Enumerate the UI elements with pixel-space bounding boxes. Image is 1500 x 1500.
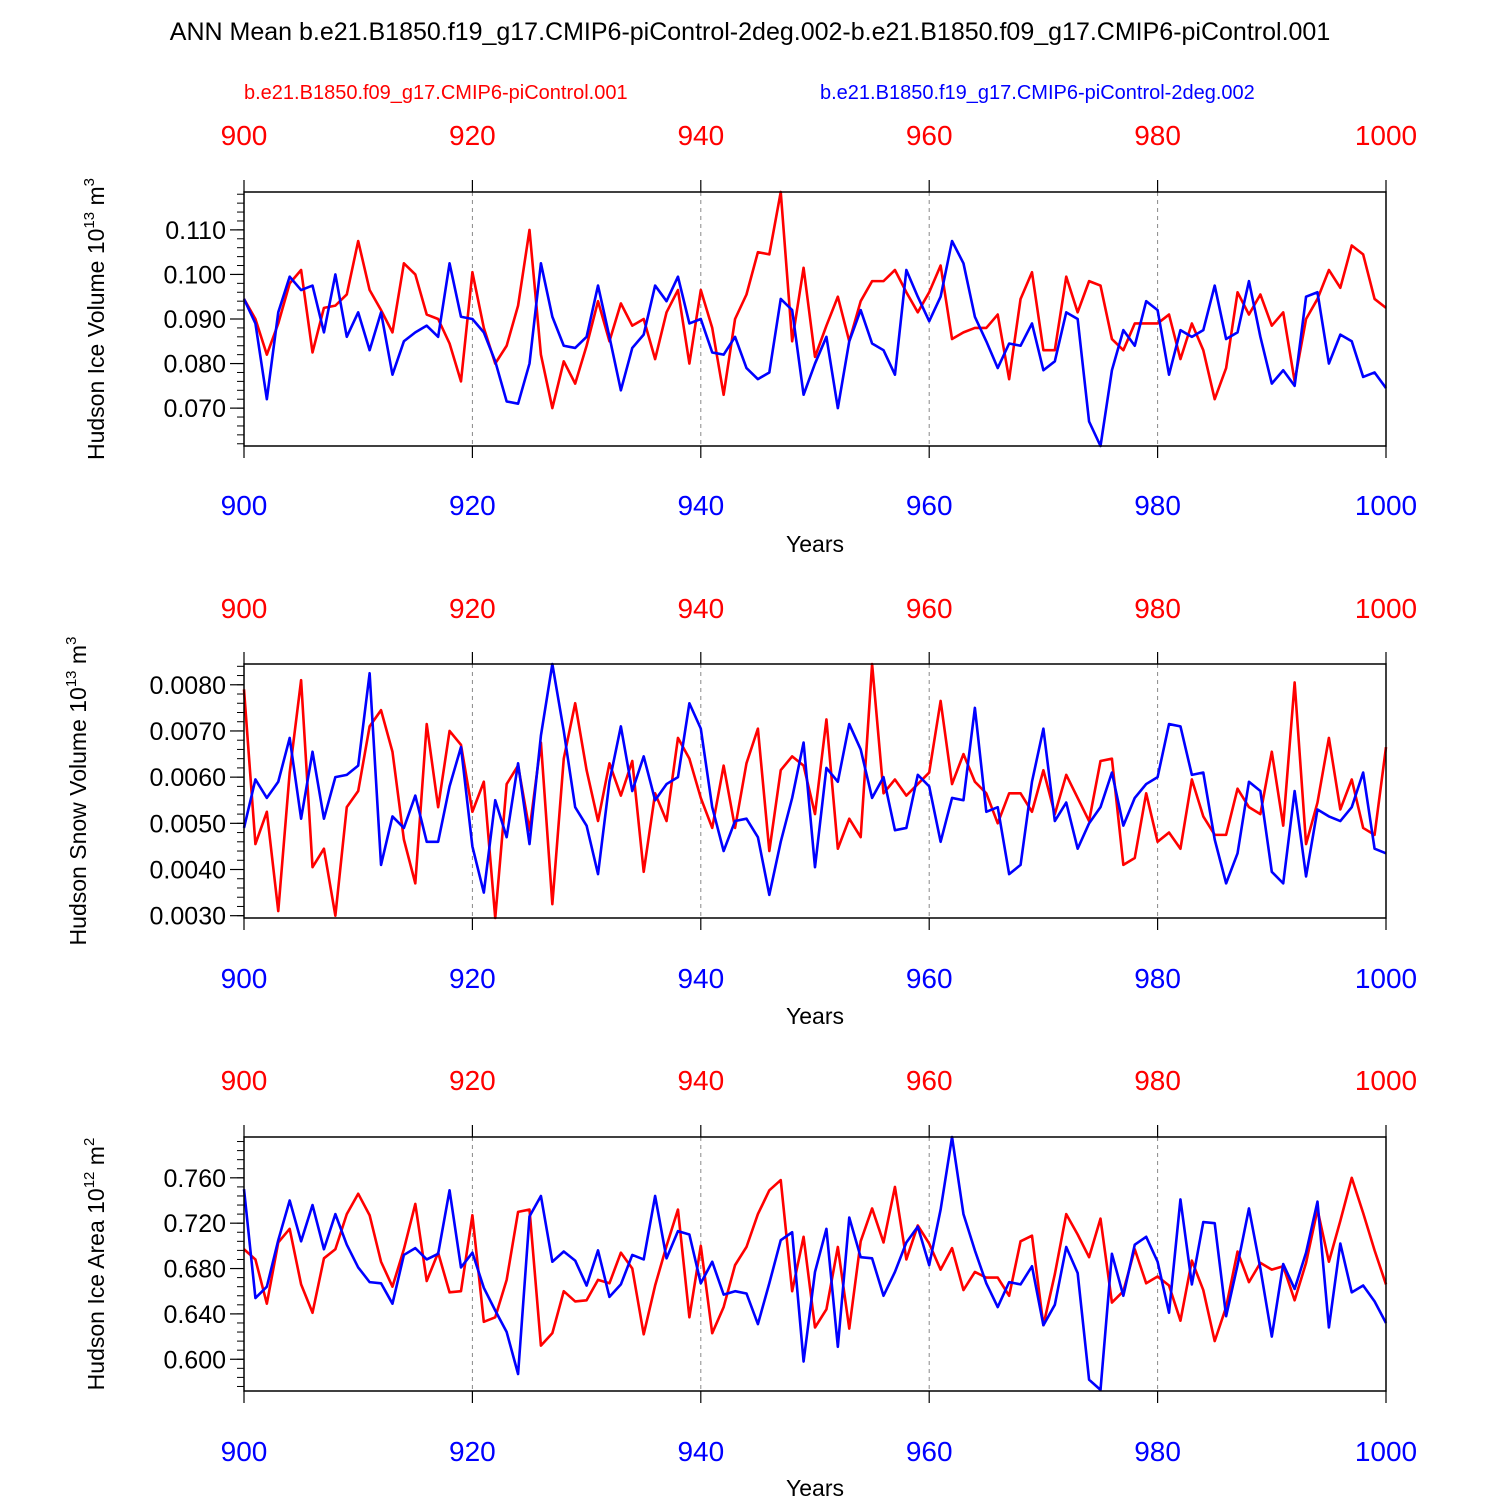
- x-bottom-tick-label: 980: [1134, 490, 1181, 521]
- x-top-tick-label: 1000: [1355, 120, 1417, 151]
- chart-panel-2: 0.0030 0.0040 0.0050 0.0060 0.0070 0.0080 900 9…: [63, 593, 1417, 1029]
- x-top-tick-label: 920: [449, 1065, 496, 1096]
- y-tick-label: 0.0070: [150, 718, 226, 746]
- legend-entry-red: b.e21.B1850.f09_g17.CMIP6-piControl.001: [244, 82, 628, 104]
- y-axis-label-text: m: [83, 1146, 109, 1172]
- y-tick-label: 0.090: [163, 306, 226, 334]
- x-bottom-tick-label: 960: [906, 1436, 953, 1467]
- y-axis-label-superscript: 13: [81, 212, 98, 229]
- y-tick-label: 0.070: [163, 395, 226, 423]
- x-bottom-tick-label: 960: [906, 490, 953, 521]
- plot-frame: [243, 1136, 1387, 1392]
- series-line-blue: [242, 239, 1388, 448]
- x-top-tick-label: 960: [906, 120, 953, 151]
- x-axis-label: Years: [786, 1475, 844, 1500]
- series-line-blue: [242, 662, 1387, 897]
- y-axis-label-text: Hudson Ice Volume 10: [83, 229, 109, 460]
- x-axis-label: Years: [786, 1003, 844, 1029]
- y-tick-label: 0.080: [163, 351, 226, 379]
- y-axis-label-superscript: 3: [63, 637, 80, 645]
- x-bottom-tick-label: 1000: [1355, 1436, 1417, 1467]
- y-tick-label: 0.0030: [150, 903, 226, 931]
- y-axis-label-superscript: 12: [81, 1172, 98, 1189]
- x-bottom-tick-label: 920: [449, 963, 496, 994]
- y-axis-label-superscript: 13: [63, 670, 80, 687]
- x-top-tick-label: 1000: [1355, 593, 1417, 624]
- x-top-tick-label: 960: [906, 593, 953, 624]
- x-top-tick-label: 900: [221, 120, 268, 151]
- x-top-tick-label: 900: [221, 593, 268, 624]
- y-tick-label: 0.680: [163, 1256, 226, 1284]
- y-axis-label: Hudson Snow Volume 1013 m3: [63, 637, 91, 946]
- x-bottom-tick-label: 900: [221, 1436, 268, 1467]
- legend-entry-blue: b.e21.B1850.f19_g17.CMIP6-piControl-2deg…: [820, 82, 1255, 104]
- x-bottom-tick-label: 900: [221, 490, 268, 521]
- x-bottom-tick-label: 960: [906, 963, 953, 994]
- x-top-tick-label: 900: [221, 1065, 268, 1096]
- x-top-tick-label: 1000: [1355, 1065, 1417, 1096]
- x-top-tick-label: 980: [1134, 1065, 1181, 1096]
- x-bottom-tick-label: 940: [677, 963, 724, 994]
- x-bottom-tick-label: 980: [1134, 1436, 1181, 1467]
- plot-frame: [243, 191, 1387, 447]
- x-bottom-tick-label: 920: [449, 1436, 496, 1467]
- y-tick-label: 0.100: [163, 261, 226, 289]
- series-line-blue: [242, 1135, 1388, 1392]
- x-top-tick-label: 960: [906, 1065, 953, 1096]
- y-tick-label: 0.0040: [150, 857, 226, 885]
- x-bottom-tick-label: 1000: [1355, 963, 1417, 994]
- chart-panel-3: 0.600 0.640 0.680 0.720 0.760 900 900 920 920 940…: [81, 1065, 1417, 1500]
- y-tick-label: 0.600: [163, 1346, 226, 1374]
- x-top-tick-label: 980: [1134, 120, 1181, 151]
- series-line-red: [243, 1176, 1388, 1347]
- y-tick-label: 0.720: [163, 1210, 226, 1238]
- y-axis-label: Hudson Ice Volume 1013 m3: [81, 178, 109, 460]
- y-tick-label: 0.110: [165, 217, 226, 245]
- x-bottom-tick-label: 900: [221, 963, 268, 994]
- x-axis-label: Years: [786, 531, 844, 557]
- x-bottom-tick-label: 920: [449, 490, 496, 521]
- y-axis-label-superscript: 2: [81, 1138, 98, 1146]
- x-top-tick-label: 920: [449, 120, 496, 151]
- y-tick-label: 0.760: [163, 1165, 226, 1193]
- x-top-tick-label: 940: [677, 120, 724, 151]
- series-line-red: [242, 190, 1387, 410]
- y-axis-label: Hudson Ice Area 1012 m2: [81, 1138, 109, 1391]
- x-top-tick-label: 940: [677, 1065, 724, 1096]
- x-bottom-tick-label: 1000: [1355, 490, 1417, 521]
- y-axis-label-text: Hudson Ice Area 10: [83, 1188, 109, 1390]
- y-tick-label: 0.0050: [150, 810, 226, 838]
- x-bottom-tick-label: 940: [677, 1436, 724, 1467]
- x-top-tick-label: 980: [1134, 593, 1181, 624]
- y-axis-label-text: Hudson Snow Volume 10: [65, 687, 91, 945]
- x-top-tick-label: 920: [449, 593, 496, 624]
- y-tick-label: 0.0060: [150, 764, 226, 792]
- plot-frame: [243, 663, 1387, 919]
- figure-title: ANN Mean b.e21.B1850.f19_g17.CMIP6-piCon…: [169, 18, 1331, 46]
- series-line-red: [242, 662, 1388, 920]
- y-tick-label: 0.640: [163, 1301, 226, 1329]
- x-bottom-tick-label: 940: [677, 490, 724, 521]
- x-top-tick-label: 940: [677, 593, 724, 624]
- y-axis-label-superscript: 3: [81, 178, 98, 186]
- y-tick-label: 0.0080: [150, 672, 226, 700]
- y-axis-label-text: m: [65, 645, 91, 671]
- y-axis-label-text: m: [83, 186, 109, 212]
- x-bottom-tick-label: 980: [1134, 963, 1181, 994]
- chart-panel-1: 0.070 0.080 0.090 0.100 0.110 900 900 920 920 940…: [81, 120, 1417, 557]
